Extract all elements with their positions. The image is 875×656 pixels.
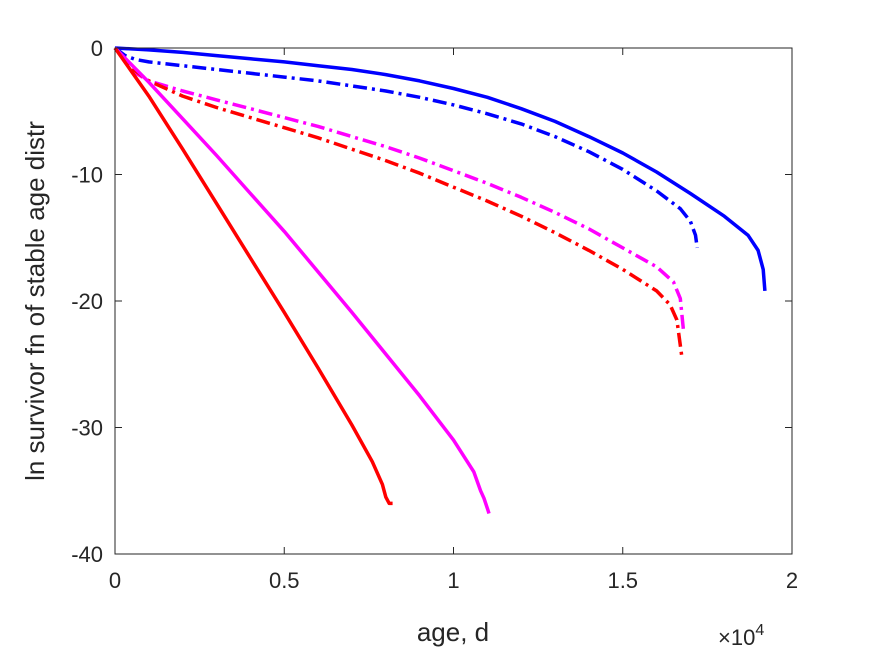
series-line-4: [113, 46, 684, 359]
x-exponent-base: ×10: [718, 625, 755, 650]
series-line-6: [113, 46, 393, 506]
x-tick-label: 0.5: [269, 568, 300, 593]
series-line-5: [113, 46, 491, 515]
series-line-1: [114, 46, 767, 292]
ticks-layer: 0 0.5 1 1.5 2 0 -10 -20 -30 -40: [71, 36, 798, 593]
series-line-2: [113, 46, 699, 249]
plot-area: [115, 48, 792, 554]
y-tick-label: -20: [71, 289, 103, 314]
x-tick-label: 1: [447, 568, 459, 593]
y-tick-label: -10: [71, 163, 103, 188]
y-axis-label: ln survivor fn of stable age distr: [20, 121, 50, 481]
x-tick-label: 1.5: [607, 568, 638, 593]
series-line-3: [113, 46, 686, 333]
y-tick-label: -30: [71, 416, 103, 441]
x-exponent-label: ×104: [718, 622, 764, 650]
x-tick-label: 0: [109, 568, 121, 593]
y-tick-label: -40: [71, 542, 103, 567]
x-tick-label: 2: [786, 568, 798, 593]
x-exponent-power: 4: [755, 622, 764, 639]
x-axis-label: age, d: [417, 617, 489, 647]
y-tick-label: 0: [91, 36, 103, 61]
series-layer: [113, 46, 767, 515]
